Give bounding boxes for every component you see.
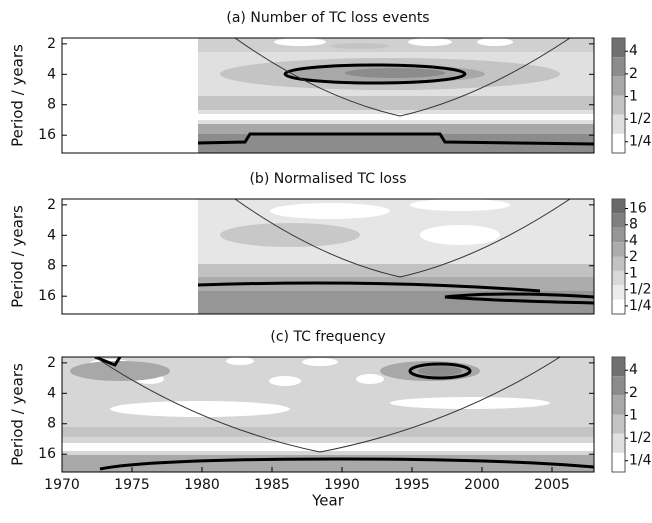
colorbar-band bbox=[612, 242, 625, 257]
colorbar-frame bbox=[611, 37, 626, 154]
y-tick-label: 2 bbox=[47, 36, 56, 52]
panel-title: (b) Normalised TC loss bbox=[249, 171, 406, 187]
y-tick-label: 8 bbox=[47, 258, 56, 274]
colorbar-tick-label: 1 bbox=[629, 265, 638, 281]
x-tick-label: 1975 bbox=[114, 477, 150, 493]
contour-field bbox=[62, 357, 594, 472]
x-tick-label: 2005 bbox=[534, 477, 570, 493]
colorbar-tick-label: 8 bbox=[629, 217, 638, 233]
colorbar-tick-label: 2 bbox=[629, 249, 638, 265]
plot-frame bbox=[61, 198, 595, 315]
colorbar-band bbox=[612, 57, 625, 77]
colorbar-tick-label: 1/2 bbox=[629, 430, 652, 446]
colorbar-band bbox=[612, 452, 625, 472]
colorbar-band bbox=[612, 95, 625, 115]
panel-title: (a) Number of TC loss events bbox=[226, 10, 429, 26]
colorbar-band bbox=[612, 395, 625, 415]
colorbar-tick-label: 1/4 bbox=[629, 134, 652, 150]
colorbar-frame bbox=[611, 356, 626, 473]
x-axis-label: Year bbox=[311, 492, 345, 510]
colorbar-band bbox=[612, 299, 625, 314]
colorbar-band bbox=[612, 213, 625, 228]
y-axis-label: Period / years bbox=[9, 44, 27, 147]
colorbar-band bbox=[612, 114, 625, 134]
colorbar-tick-label: 1 bbox=[629, 407, 638, 423]
colorbar-tick-label: 4 bbox=[629, 43, 638, 59]
colorbar-tick-label: 1/4 bbox=[629, 298, 652, 314]
x-tick-label: 2000 bbox=[464, 477, 500, 493]
colorbar-band bbox=[612, 256, 625, 271]
colorbar-frame bbox=[611, 198, 626, 315]
y-axis-label: Period / years bbox=[9, 205, 27, 308]
colorbar-tick-label: 2 bbox=[629, 66, 638, 82]
colorbar-band bbox=[612, 414, 625, 434]
y-tick-label: 2 bbox=[47, 197, 56, 213]
colorbar-tick-label: 2 bbox=[629, 385, 638, 401]
colorbar-band bbox=[612, 433, 625, 453]
colorbar-tick-label: 1/2 bbox=[629, 282, 652, 298]
panel-title: (c) TC frequency bbox=[270, 329, 385, 345]
colorbar-band bbox=[612, 227, 625, 243]
colorbar-tick-label: 1 bbox=[629, 88, 638, 104]
plot-frame bbox=[61, 356, 595, 473]
colorbar-band bbox=[612, 133, 625, 153]
x-tick-label: 1970 bbox=[44, 477, 80, 493]
y-tick-label: 16 bbox=[38, 127, 56, 143]
y-tick-label: 16 bbox=[38, 446, 56, 462]
colorbar-band bbox=[612, 376, 625, 396]
y-tick-label: 16 bbox=[38, 288, 56, 304]
contour-field bbox=[62, 199, 594, 314]
contour-field bbox=[62, 38, 594, 153]
plot-frame bbox=[61, 37, 595, 154]
colorbar-band bbox=[612, 38, 625, 58]
y-tick-label: 4 bbox=[47, 385, 56, 401]
x-tick-label: 1990 bbox=[324, 477, 360, 493]
y-tick-label: 4 bbox=[47, 227, 56, 243]
x-tick-label: 1995 bbox=[394, 477, 430, 493]
x-tick-label: 1980 bbox=[184, 477, 220, 493]
y-tick-label: 4 bbox=[47, 66, 56, 82]
colorbar-tick-label: 4 bbox=[629, 362, 638, 378]
colorbar-tick-label: 1/2 bbox=[629, 111, 652, 127]
y-axis-label: Period / years bbox=[9, 363, 27, 466]
x-tick-label: 1985 bbox=[254, 477, 290, 493]
colorbar-tick-label: 16 bbox=[629, 200, 647, 216]
y-tick-label: 8 bbox=[47, 97, 56, 113]
colorbar-band bbox=[612, 357, 625, 377]
y-tick-label: 2 bbox=[47, 355, 56, 371]
colorbar-band bbox=[612, 270, 625, 286]
colorbar-band bbox=[612, 285, 625, 300]
colorbar-band bbox=[612, 76, 625, 96]
y-tick-label: 8 bbox=[47, 416, 56, 432]
colorbar-tick-label: 1/4 bbox=[629, 453, 652, 469]
colorbar-band bbox=[612, 199, 625, 214]
colorbar-tick-label: 4 bbox=[629, 233, 638, 249]
